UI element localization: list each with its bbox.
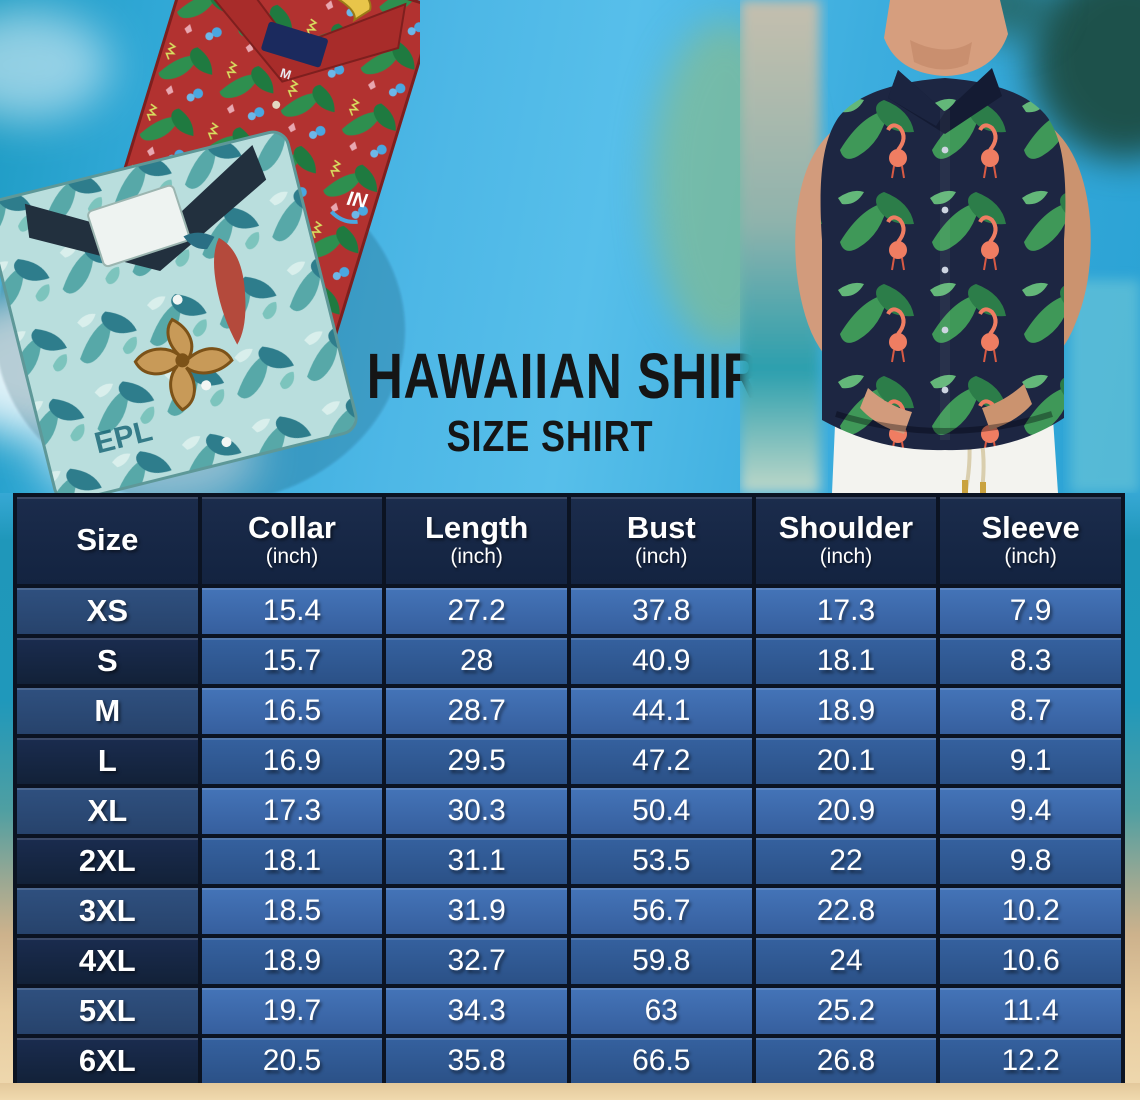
measurement-cell: 20.5 — [197, 1034, 387, 1088]
column-header-collar: Collar (inch) — [197, 493, 387, 588]
size-label: L — [13, 734, 202, 788]
teal-hibiscus-shirt: EPL — [0, 130, 358, 493]
measurement-cell: 9.8 — [936, 834, 1125, 888]
measurement-cell: 31.9 — [382, 884, 571, 938]
size-row-4xl: 4XL 18.9 32.7 59.8 24 10.6 — [13, 934, 1125, 988]
model-flamingo-shirt-photo — [740, 0, 1140, 493]
measurement-cell: 22.8 — [751, 884, 941, 938]
measurement-cell: 17.3 — [751, 584, 941, 638]
measurement-cell: 30.3 — [382, 784, 571, 838]
size-row-m: M 16.5 28.7 44.1 18.9 8.7 — [13, 684, 1125, 738]
measurement-cell: 22 — [751, 834, 941, 888]
measurement-cell: 8.3 — [936, 634, 1125, 688]
measurement-cell: 28.7 — [382, 684, 571, 738]
measurement-cell: 25.2 — [751, 984, 941, 1038]
measurement-cell: 31.1 — [382, 834, 571, 888]
measurement-cell: 59.8 — [566, 934, 756, 988]
folded-hawaiian-shirts-photo: M IN EPL — [0, 0, 420, 493]
measurement-cell: 18.9 — [751, 684, 941, 738]
sand-strip — [0, 1083, 1140, 1100]
measurement-cell: 9.4 — [936, 784, 1125, 838]
column-header-length: Length (inch) — [382, 493, 571, 588]
size-label: 3XL — [13, 884, 202, 938]
size-label: 2XL — [13, 834, 202, 888]
column-header-sleeve: Sleeve (inch) — [936, 493, 1125, 588]
size-label: S — [13, 634, 202, 688]
measurement-cell: 17.3 — [197, 784, 387, 838]
measurement-cell: 34.3 — [382, 984, 571, 1038]
measurement-cell: 18.5 — [197, 884, 387, 938]
measurement-cell: 9.1 — [936, 734, 1125, 788]
measurement-cell: 19.7 — [197, 984, 387, 1038]
measurement-cell: 20.1 — [751, 734, 941, 788]
measurement-cell: 15.4 — [197, 584, 387, 638]
measurement-cell: 27.2 — [382, 584, 571, 638]
measurement-cell: 56.7 — [566, 884, 756, 938]
measurement-cell: 16.9 — [197, 734, 387, 788]
measurement-cell: 35.8 — [382, 1034, 571, 1088]
size-row-6xl: 6XL 20.5 35.8 66.5 26.8 12.2 — [13, 1034, 1125, 1088]
poster-title: HAWAIIAN SHIRT — [366, 340, 791, 412]
size-row-5xl: 5XL 19.7 34.3 63 25.2 11.4 — [13, 984, 1125, 1038]
measurement-cell: 8.7 — [936, 684, 1125, 738]
measurement-cell: 18.1 — [197, 834, 387, 888]
size-row-s: S 15.7 28 40.9 18.1 8.3 — [13, 634, 1125, 688]
size-row-l: L 16.9 29.5 47.2 20.1 9.1 — [13, 734, 1125, 788]
size-label: 5XL — [13, 984, 202, 1038]
measurement-cell: 32.7 — [382, 934, 571, 988]
measurement-cell: 20.9 — [751, 784, 941, 838]
column-header-shoulder: Shoulder (inch) — [751, 493, 941, 588]
measurement-cell: 18.9 — [197, 934, 387, 988]
hero-section: M IN EPL — [0, 0, 1140, 493]
measurement-cell: 66.5 — [566, 1034, 756, 1088]
column-header-size: Size — [13, 493, 202, 588]
size-label: M — [13, 684, 202, 738]
brand-print-label: IN — [345, 188, 369, 213]
measurement-cell: 53.5 — [566, 834, 756, 888]
measurement-cell: 16.5 — [197, 684, 387, 738]
size-chart-table: Size Collar (inch) Length (inch) Bust (inch) Sh… — [13, 493, 1125, 1088]
poster-subtitle: SIZE SHIRT — [446, 412, 654, 461]
measurement-cell: 28 — [382, 634, 571, 688]
size-tag-label: M — [278, 65, 293, 83]
measurement-cell: 15.7 — [197, 634, 387, 688]
measurement-cell: 12.2 — [936, 1034, 1125, 1088]
measurement-cell: 40.9 — [566, 634, 756, 688]
size-row-xl: XL 17.3 30.3 50.4 20.9 9.4 — [13, 784, 1125, 838]
measurement-cell: 26.8 — [751, 1034, 941, 1088]
measurement-cell: 11.4 — [936, 984, 1125, 1038]
measurement-cell: 37.8 — [566, 584, 756, 638]
measurement-cell: 7.9 — [936, 584, 1125, 638]
size-row-3xl: 3XL 18.5 31.9 56.7 22.8 10.2 — [13, 884, 1125, 938]
measurement-cell: 47.2 — [566, 734, 756, 788]
measurement-cell: 29.5 — [382, 734, 571, 788]
title-block: HAWAIIAN SHIRT SIZE SHIRT — [315, 340, 791, 461]
measurement-cell: 24 — [751, 934, 941, 988]
size-label: 6XL — [13, 1034, 202, 1088]
measurement-cell: 50.4 — [566, 784, 756, 838]
measurement-cell: 10.2 — [936, 884, 1125, 938]
measurement-cell: 63 — [566, 984, 756, 1038]
measurement-cell: 44.1 — [566, 684, 756, 738]
size-label: XL — [13, 784, 202, 838]
measurement-cell: 10.6 — [936, 934, 1125, 988]
size-row-2xl: 2XL 18.1 31.1 53.5 22 9.8 — [13, 834, 1125, 888]
size-label: XS — [13, 584, 202, 638]
column-header-bust: Bust (inch) — [566, 493, 756, 588]
measurement-cell: 18.1 — [751, 634, 941, 688]
size-row-xs: XS 15.4 27.2 37.8 17.3 7.9 — [13, 584, 1125, 638]
size-label: 4XL — [13, 934, 202, 988]
